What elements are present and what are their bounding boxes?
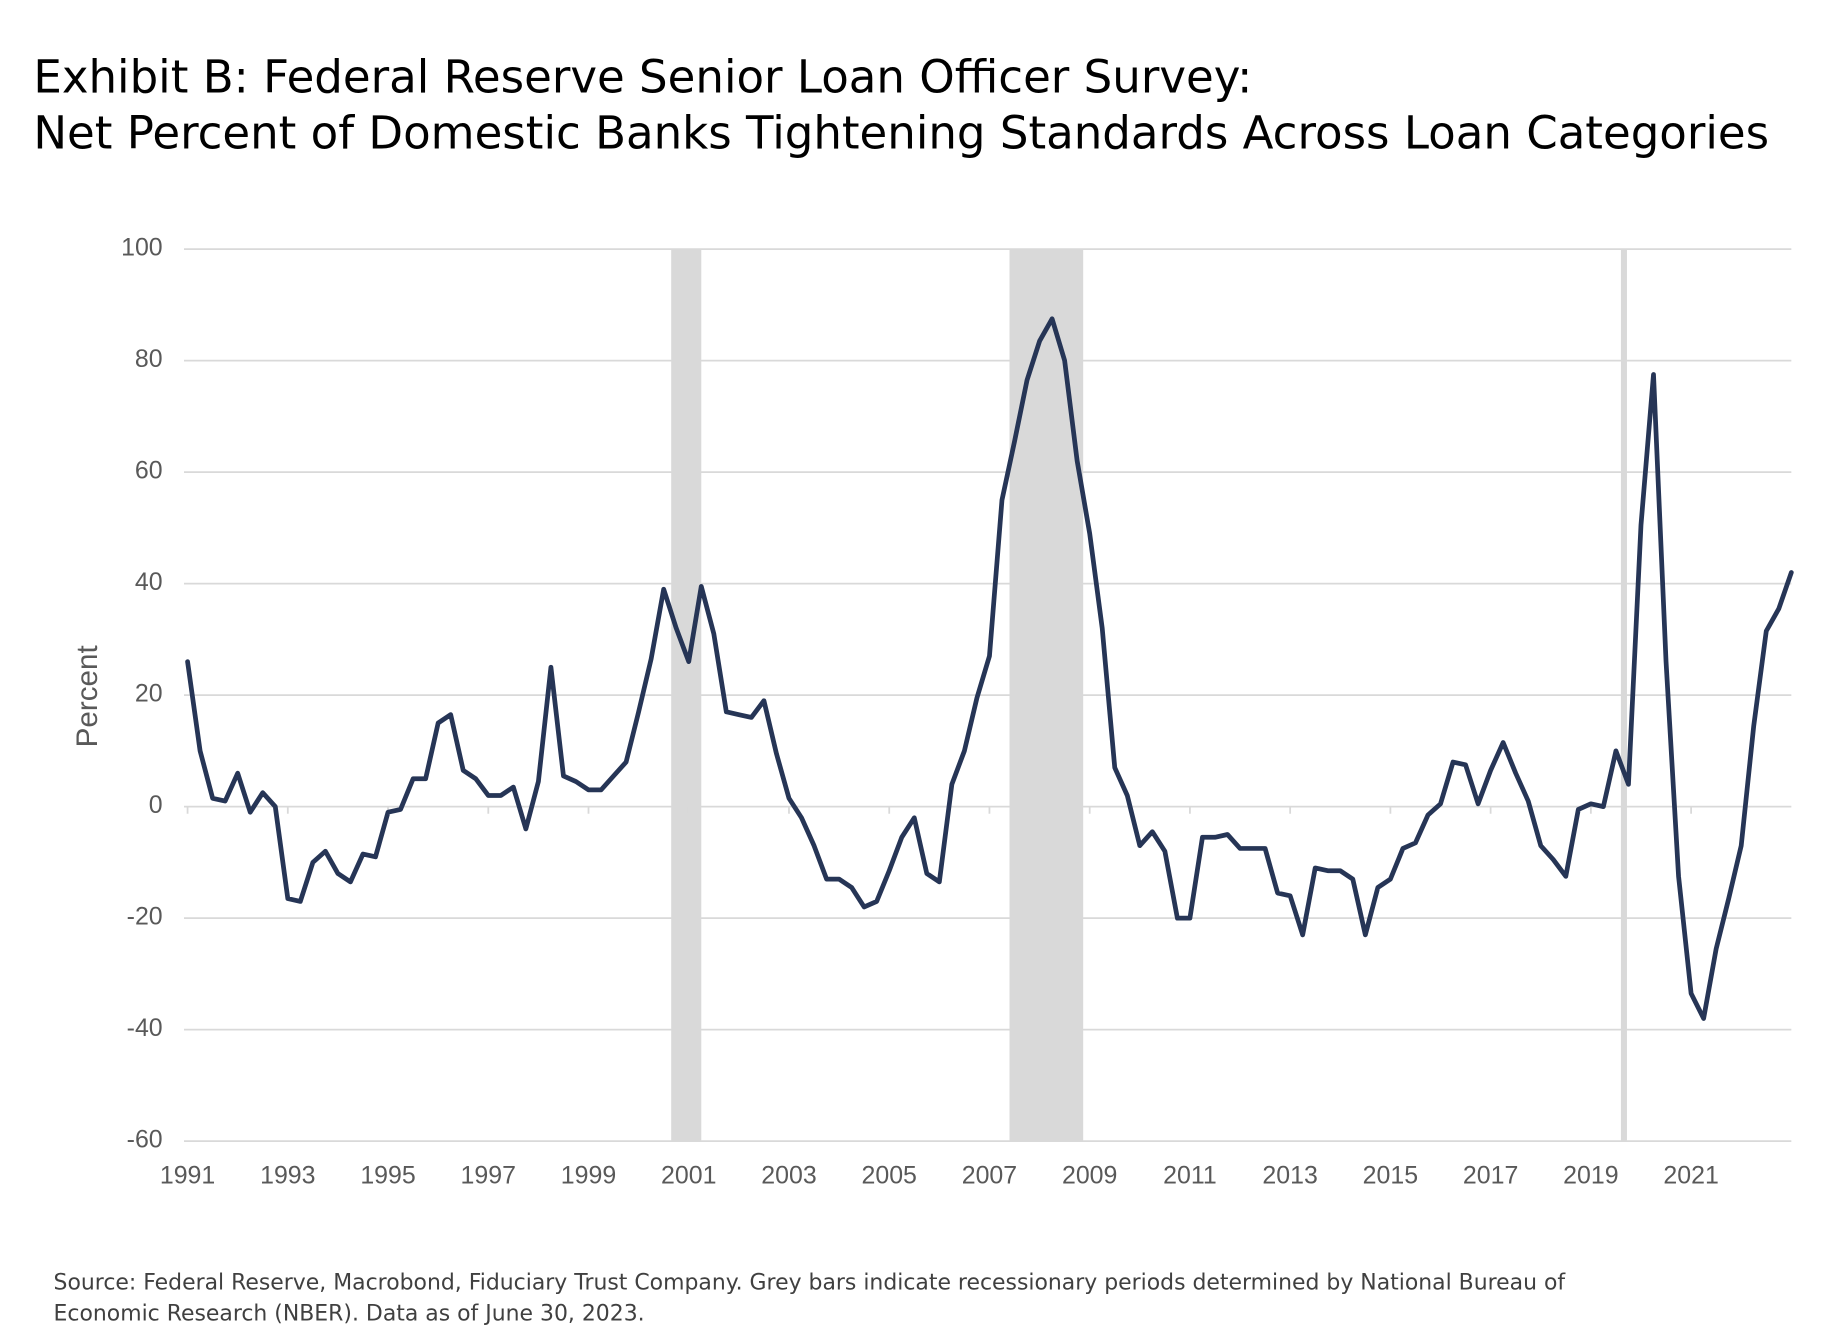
x-tick-label: 2003	[761, 1161, 816, 1189]
x-tick-label: 2005	[862, 1161, 917, 1189]
x-tick-label: 2007	[962, 1161, 1017, 1189]
y-tick-label: -40	[127, 1014, 163, 1042]
y-tick-label: 20	[135, 680, 163, 708]
x-tick-label: 2001	[661, 1161, 716, 1189]
chart-title: Exhibit B: Federal Reserve Senior Loan O…	[33, 51, 1252, 104]
x-tick-label: 1997	[461, 1161, 516, 1189]
x-tick-label: 2015	[1363, 1161, 1418, 1189]
x-tick-label: 2021	[1663, 1161, 1718, 1189]
x-tick-label: 2017	[1463, 1161, 1518, 1189]
x-tick-label: 2011	[1163, 1161, 1217, 1189]
y-axis-label: Percent	[71, 644, 104, 747]
x-tick-label: 1999	[561, 1161, 616, 1189]
y-tick-label: 60	[135, 457, 163, 485]
x-tick-label: 1993	[260, 1161, 315, 1189]
footnote: Source: Federal Reserve, Macrobond, Fidu…	[54, 1270, 1567, 1295]
footnote: Economic Research (NBER). Data as of Jun…	[54, 1301, 645, 1325]
x-tick-label: 2019	[1563, 1161, 1618, 1189]
y-tick-label: 100	[121, 234, 163, 262]
y-tick-label: 40	[135, 568, 163, 596]
y-tick-label: 0	[149, 791, 163, 819]
x-tick-label: 1991	[160, 1161, 215, 1189]
y-tick-label: -20	[127, 903, 163, 931]
y-tick-label: 80	[135, 345, 163, 373]
x-tick-label: 2013	[1262, 1161, 1317, 1189]
x-tick-label: 2009	[1062, 1161, 1117, 1189]
y-tick-label: -60	[127, 1126, 163, 1154]
chart-title: Net Percent of Domestic Banks Tightening…	[33, 106, 1769, 159]
x-tick-label: 1995	[360, 1161, 415, 1189]
data-line	[185, 316, 1794, 1021]
